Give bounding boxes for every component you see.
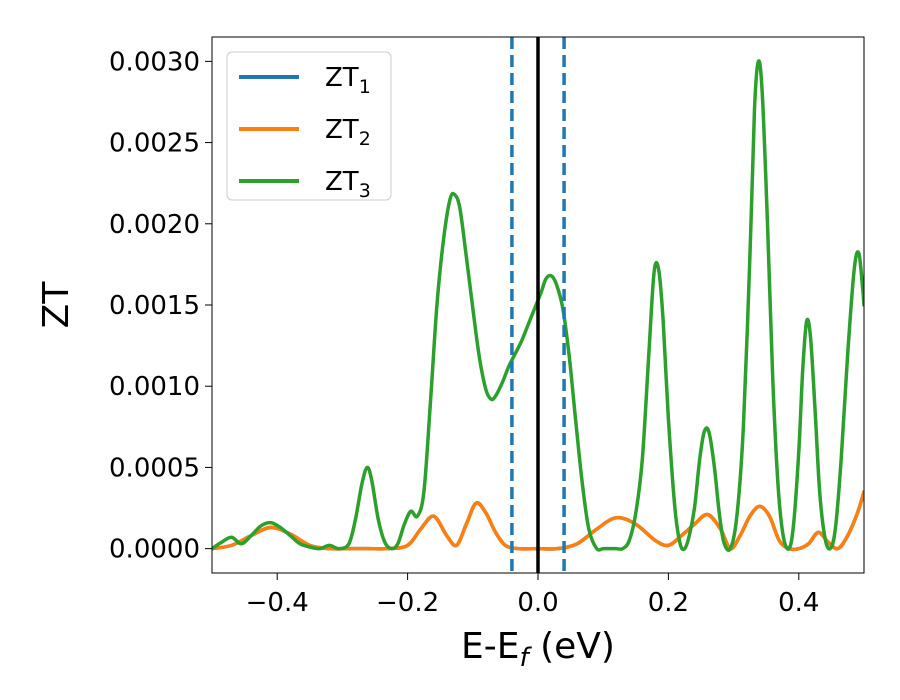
y-tick-label: 0.0025 bbox=[109, 129, 200, 159]
plot-area bbox=[212, 37, 864, 573]
legend: ZT1 ZT2 ZT3 bbox=[226, 51, 392, 202]
x-tick-label: −0.2 bbox=[376, 588, 439, 618]
axes-layer: −0.4 −0.2 0.0 0.2 0.4 0.0000 0.0005 0.0010 0.001… bbox=[109, 36, 865, 618]
y-tick-label: 0.0005 bbox=[109, 453, 200, 483]
legend-box bbox=[226, 51, 392, 201]
legend-label-zt2: ZT2 bbox=[325, 115, 371, 150]
x-tick-label: 0.0 bbox=[517, 588, 558, 618]
y-tick-label: 0.0030 bbox=[109, 47, 200, 77]
y-tick-label: 0.0015 bbox=[109, 291, 200, 321]
series-line-zt3 bbox=[212, 59, 864, 553]
y-tick-label: 0.0020 bbox=[109, 210, 200, 240]
legend-label-zt1: ZT1 bbox=[325, 63, 371, 98]
x-axis-title-unit: (eV) bbox=[529, 626, 615, 667]
x-tick-label: 0.2 bbox=[648, 588, 689, 618]
y-tick-label: 0.0000 bbox=[109, 535, 200, 565]
plot-layer bbox=[212, 37, 864, 573]
y-tick-label: 0.0010 bbox=[109, 372, 200, 402]
x-tick-label: −0.4 bbox=[246, 588, 309, 618]
x-tick-label: 0.4 bbox=[778, 588, 819, 618]
x-axis-title: E-Ef (eV) bbox=[461, 626, 615, 673]
legend-label-zt3: ZT3 bbox=[325, 167, 371, 202]
x-axis-title-main: E-E bbox=[461, 626, 519, 667]
y-axis-title: ZT bbox=[36, 281, 77, 329]
